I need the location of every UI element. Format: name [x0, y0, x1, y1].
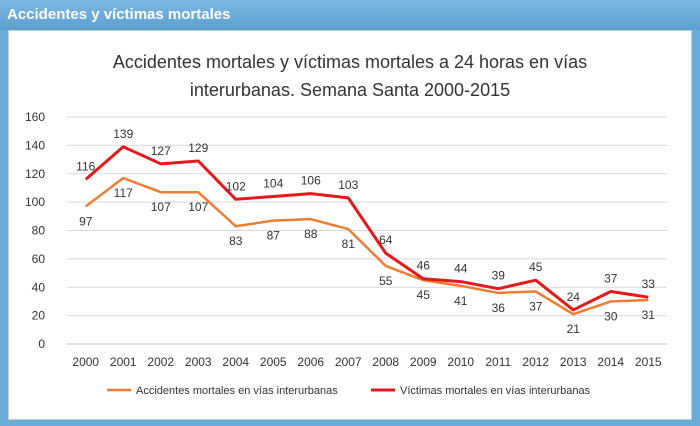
x-tick-label: 2003 — [185, 355, 212, 369]
data-label: 106 — [301, 174, 321, 188]
x-tick-label: 2013 — [560, 355, 587, 369]
legend: Accidentes mortales en vías interurbanas… — [107, 385, 591, 397]
x-tick-label: 2000 — [72, 355, 99, 369]
line-chart: Accidentes mortales y víctimas mortales … — [25, 52, 667, 397]
legend-label-0: Accidentes mortales en vías interurbanas — [136, 385, 338, 397]
y-tick-label: 160 — [25, 110, 45, 124]
chart-title: Accidentes mortales y víctimas mortales … — [113, 52, 587, 100]
y-tick-label: 40 — [32, 280, 46, 294]
x-tick-label: 2002 — [147, 355, 174, 369]
x-tick-label: 2001 — [110, 355, 137, 369]
x-tick-label: 2011 — [485, 355, 511, 369]
data-label: 24 — [567, 290, 581, 304]
y-tick-label: 140 — [25, 138, 45, 152]
y-tick-label: 120 — [25, 167, 45, 181]
data-label: 36 — [492, 301, 506, 315]
x-axis: 2000 2001 2002 2003 2004 2005 2006 2007 2008 2009… — [72, 355, 662, 369]
data-label: 83 — [229, 234, 243, 248]
chart-panel: Accidentes mortales y víctimas mortales … — [8, 30, 692, 420]
section-header: Accidentes y víctimas mortales — [0, 0, 700, 30]
data-label: 37 — [604, 272, 618, 286]
y-axis: 0 20 40 60 80 100 120 140 160 — [25, 110, 45, 351]
y-tick-label: 60 — [32, 252, 46, 266]
data-label: 104 — [263, 176, 283, 190]
data-label: 88 — [304, 227, 318, 241]
data-label: 103 — [338, 178, 358, 192]
data-label: 139 — [113, 127, 133, 141]
data-label: 33 — [642, 277, 656, 291]
data-label: 87 — [267, 229, 281, 243]
y-tick-label: 80 — [32, 224, 46, 238]
gridlines — [67, 116, 667, 345]
data-label: 44 — [454, 262, 468, 276]
x-tick-label: 2015 — [635, 355, 662, 369]
series-group — [84, 145, 649, 316]
data-label: 30 — [604, 309, 618, 323]
data-label: 127 — [151, 144, 171, 158]
y-tick-label: 100 — [25, 195, 45, 209]
data-label: 21 — [567, 322, 581, 336]
data-label: 55 — [379, 274, 393, 288]
x-tick-label: 2005 — [260, 355, 287, 369]
legend-label-1: Víctimas mortales en vías interurbanas — [400, 385, 591, 397]
chart-title-line-1: Accidentes mortales y víctimas mortales … — [113, 52, 587, 72]
data-label: 107 — [151, 200, 171, 214]
y-tick-label: 0 — [38, 337, 45, 351]
data-label: 81 — [342, 237, 356, 251]
data-labels: 97 117 107 107 83 87 88 81 55 45 41 36 37 21 30 31 116 13… — [76, 127, 655, 336]
x-tick-label: 2006 — [297, 355, 324, 369]
data-label: 46 — [417, 259, 431, 273]
data-label: 117 — [114, 186, 133, 200]
data-label: 41 — [454, 294, 468, 308]
x-tick-label: 2014 — [597, 355, 624, 369]
data-label: 37 — [529, 300, 543, 314]
data-label: 107 — [188, 200, 208, 214]
data-label: 116 — [76, 159, 95, 173]
x-tick-label: 2004 — [222, 355, 249, 369]
data-label: 97 — [79, 214, 93, 228]
data-label: 45 — [417, 288, 431, 302]
data-label: 64 — [379, 233, 393, 247]
data-label: 102 — [226, 179, 246, 193]
data-label: 129 — [188, 141, 208, 155]
x-tick-label: 2009 — [410, 355, 437, 369]
y-tick-label: 20 — [32, 309, 46, 323]
series-line-1 — [84, 145, 649, 312]
x-tick-label: 2008 — [372, 355, 399, 369]
x-tick-label: 2012 — [522, 355, 549, 369]
data-label: 39 — [492, 269, 506, 283]
x-tick-label: 2010 — [447, 355, 474, 369]
data-label: 45 — [529, 260, 543, 274]
x-tick-label: 2007 — [335, 355, 362, 369]
data-label: 31 — [642, 308, 656, 322]
chart-title-line-2: interurbanas. Semana Santa 2000-2015 — [190, 80, 510, 100]
series-line-0 — [84, 176, 649, 316]
